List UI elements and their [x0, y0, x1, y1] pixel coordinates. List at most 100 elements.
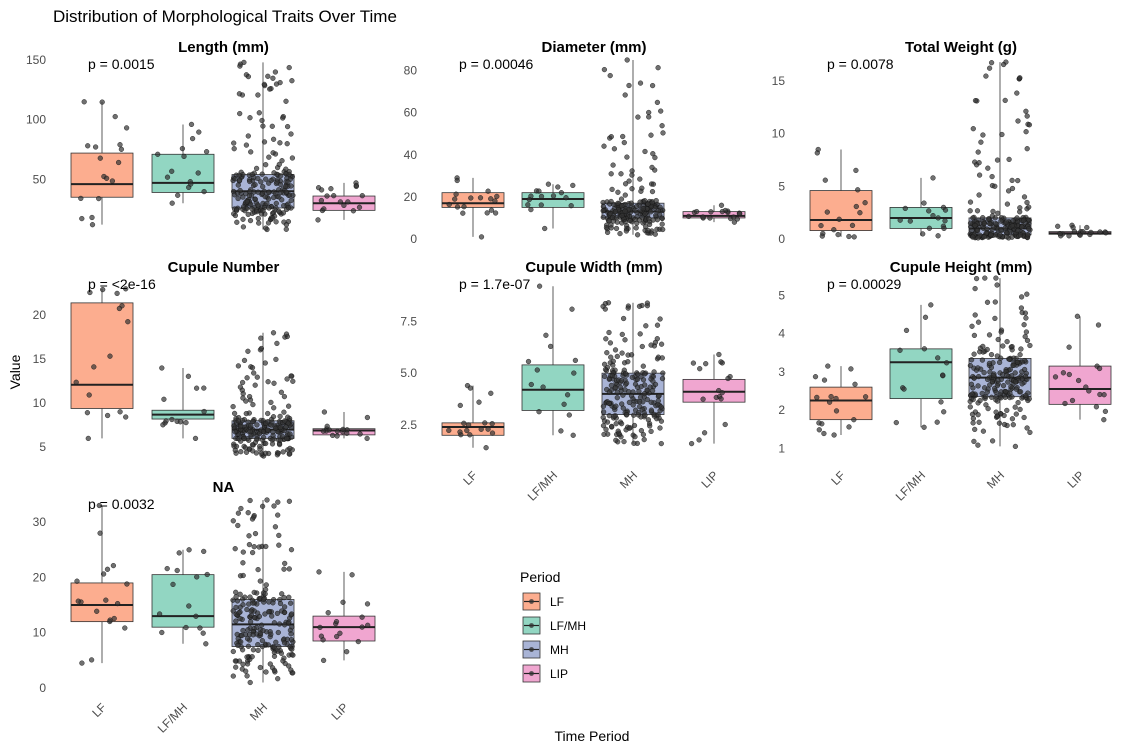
- jitter-points: [525, 283, 579, 438]
- legend-key-point: [529, 647, 534, 652]
- data-point: [365, 622, 371, 628]
- data-point: [993, 389, 999, 396]
- data-point: [634, 232, 641, 238]
- data-point: [280, 449, 286, 455]
- data-point: [280, 433, 286, 440]
- data-point: [622, 92, 628, 98]
- y-tick-label: 15: [772, 74, 786, 88]
- data-point: [188, 181, 194, 187]
- data-point: [601, 143, 607, 149]
- data-point: [1003, 219, 1010, 225]
- data-point: [236, 172, 242, 178]
- box-lip: [312, 409, 376, 442]
- data-point: [620, 392, 626, 398]
- data-point: [897, 217, 903, 223]
- data-point: [1066, 344, 1072, 350]
- data-point: [247, 178, 253, 185]
- data-point: [824, 209, 830, 215]
- data-point: [632, 216, 638, 223]
- data-point: [1024, 113, 1030, 119]
- data-point: [1023, 315, 1029, 321]
- data-point: [263, 669, 269, 675]
- box-lf-mh: [151, 547, 215, 647]
- data-point: [634, 203, 640, 210]
- y-tick-label: 2: [778, 403, 785, 417]
- data-point: [1000, 343, 1006, 349]
- data-point: [277, 140, 283, 146]
- data-point: [492, 198, 498, 204]
- data-point: [164, 565, 170, 572]
- data-point: [623, 380, 630, 386]
- x-tick-label: LF: [828, 468, 848, 488]
- data-point: [970, 420, 976, 426]
- data-point: [818, 223, 824, 229]
- data-point: [607, 72, 613, 79]
- data-point: [846, 233, 852, 240]
- data-point: [563, 195, 569, 201]
- panel-6: Cupule Height (mm) 1 2 3 4 5 p = 0.00029 LF LF/M…: [778, 259, 1112, 504]
- data-point: [235, 182, 241, 188]
- box-mh: [600, 57, 666, 238]
- data-point: [273, 219, 279, 225]
- data-point: [1055, 223, 1061, 229]
- data-point: [641, 391, 648, 397]
- data-point: [275, 499, 281, 505]
- data-point: [88, 657, 95, 663]
- data-point: [232, 212, 239, 219]
- data-point: [238, 423, 244, 430]
- jitter-points: [600, 57, 666, 238]
- data-point: [833, 395, 839, 402]
- data-point: [998, 329, 1004, 335]
- data-point: [612, 347, 619, 353]
- data-point: [608, 134, 614, 140]
- data-point: [264, 200, 270, 207]
- data-point: [260, 503, 266, 509]
- data-point: [288, 197, 294, 204]
- data-point: [276, 621, 283, 627]
- data-point: [600, 403, 607, 409]
- data-point: [975, 412, 981, 418]
- data-point: [926, 225, 933, 231]
- data-point: [252, 382, 258, 388]
- data-point: [340, 426, 346, 433]
- y-tick-label: 40: [404, 148, 418, 162]
- y-tick-label: 1: [778, 441, 785, 455]
- data-point: [234, 206, 240, 213]
- data-point: [288, 667, 294, 673]
- data-point: [636, 399, 643, 405]
- data-point: [243, 411, 249, 417]
- data-point: [600, 423, 607, 429]
- data-point: [930, 213, 936, 219]
- data-point: [235, 363, 242, 369]
- data-point: [975, 442, 981, 448]
- y-tick-label: 5.0: [400, 366, 417, 380]
- data-point: [643, 224, 649, 230]
- data-point: [248, 423, 254, 429]
- data-point: [1014, 359, 1021, 365]
- data-point: [259, 643, 265, 650]
- data-point: [608, 382, 615, 389]
- data-point: [655, 412, 661, 418]
- data-point: [637, 331, 643, 337]
- data-point: [976, 160, 982, 166]
- p-value-label: p = <2e-16: [88, 276, 156, 292]
- data-point: [260, 627, 266, 634]
- data-point: [246, 601, 252, 607]
- data-point: [976, 419, 982, 425]
- data-point: [91, 364, 97, 370]
- data-point: [359, 624, 365, 630]
- data-point: [264, 497, 270, 503]
- data-point: [1013, 411, 1019, 417]
- data-point: [270, 150, 276, 156]
- legend-item-lf: LF: [522, 592, 564, 611]
- data-point: [1012, 443, 1019, 450]
- y-tick-label: 5: [778, 179, 785, 193]
- data-point: [318, 197, 325, 204]
- data-point: [848, 366, 854, 372]
- data-point: [281, 566, 287, 572]
- data-point: [283, 226, 289, 232]
- data-point: [1017, 75, 1023, 81]
- x-tick-label: LF/MH: [155, 700, 190, 735]
- data-point: [250, 600, 256, 606]
- data-point: [195, 170, 201, 176]
